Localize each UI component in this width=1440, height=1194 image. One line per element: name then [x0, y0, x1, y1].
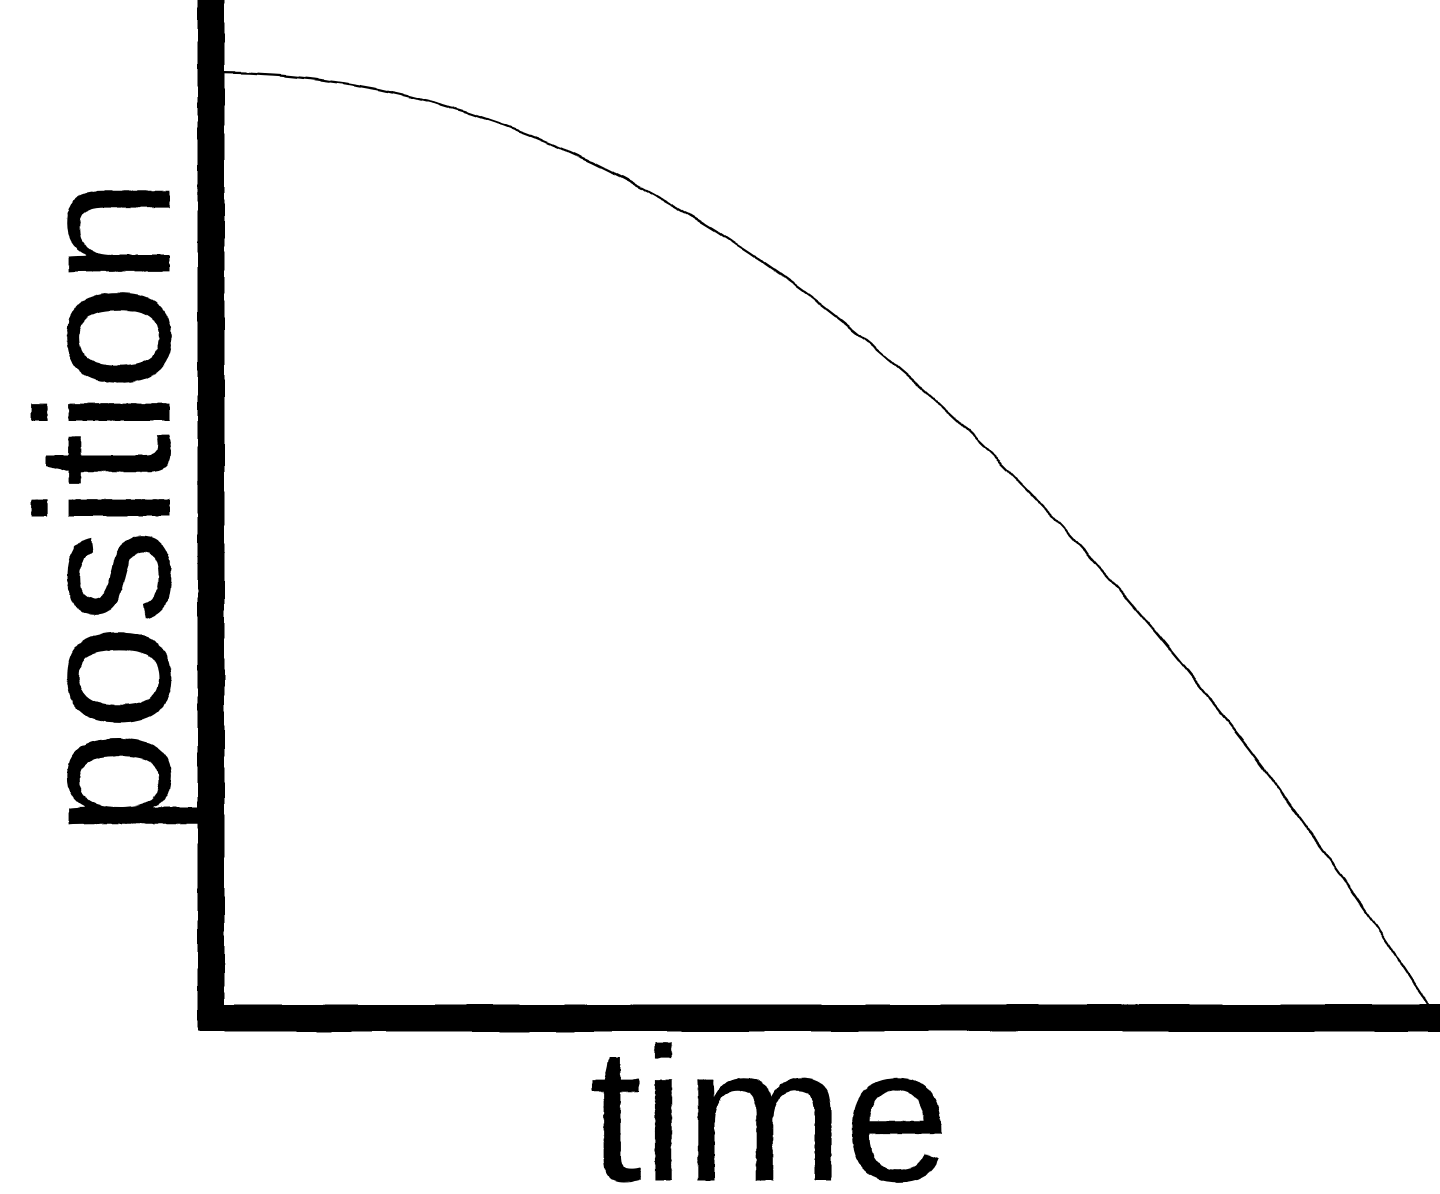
svg-text:position: position: [0, 178, 210, 836]
svg-text:time: time: [589, 1008, 950, 1194]
